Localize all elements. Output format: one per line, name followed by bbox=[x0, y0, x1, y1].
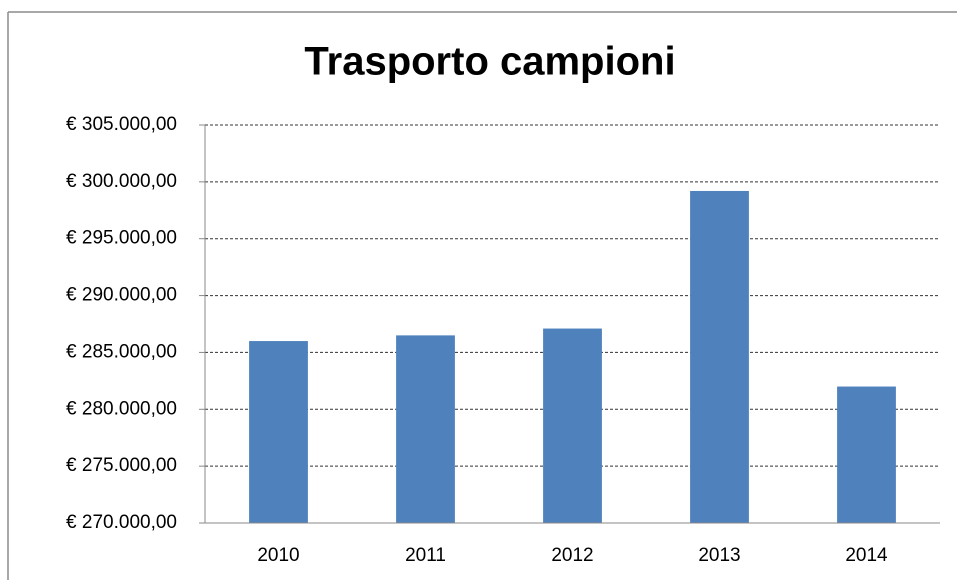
bar bbox=[690, 190, 749, 523]
chart-title: Trasporto campioni bbox=[304, 40, 675, 84]
x-tick-label: 2010 bbox=[257, 545, 299, 566]
x-tick-label: 2013 bbox=[698, 545, 740, 566]
y-tick-label: € 300.000,00 bbox=[66, 171, 177, 192]
x-tick-label: 2014 bbox=[845, 545, 888, 566]
y-tick-label: € 305.000,00 bbox=[66, 114, 177, 135]
bar bbox=[837, 386, 896, 523]
bar bbox=[396, 335, 455, 523]
y-tick-label: € 295.000,00 bbox=[66, 228, 177, 249]
y-tick-label: € 275.000,00 bbox=[66, 455, 177, 476]
bar bbox=[543, 328, 602, 523]
y-tick-label: € 270.000,00 bbox=[66, 512, 177, 533]
y-tick-label: € 280.000,00 bbox=[66, 398, 177, 419]
y-tick-label: € 290.000,00 bbox=[66, 285, 177, 306]
x-tick-label: 2011 bbox=[405, 545, 446, 566]
x-tick-label: 2012 bbox=[551, 545, 593, 566]
y-tick-label: € 285.000,00 bbox=[66, 341, 177, 362]
bar bbox=[249, 341, 308, 523]
